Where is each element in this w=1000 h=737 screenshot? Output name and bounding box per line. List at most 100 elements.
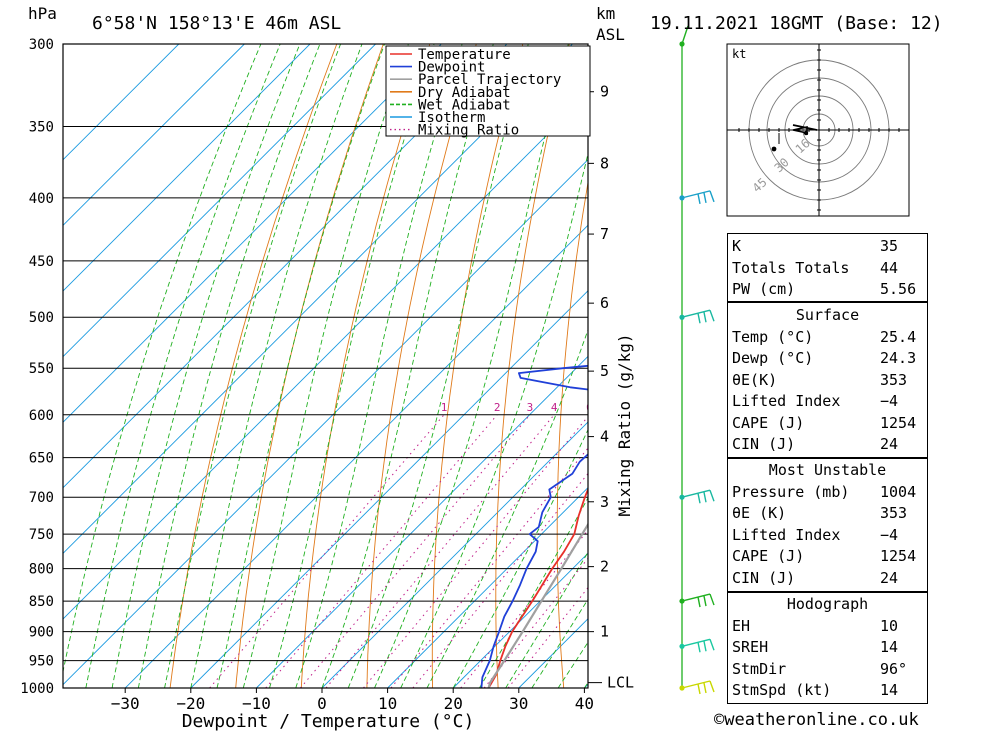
mixing-ratio-line — [363, 415, 588, 688]
indices-basic-box — [727, 233, 928, 302]
pressure-tick-label: 1000 — [20, 681, 54, 697]
index-row: SREH 14 — [728, 637, 927, 659]
index-row: CAPE (J) 1254 — [728, 413, 927, 435]
dry-adiabat-line — [235, 44, 384, 688]
x-axis-label: Dewpoint / Temperature (°C) — [182, 711, 475, 732]
height-tick-label: 2 — [600, 558, 609, 576]
credit-link[interactable]: ©weatheronline.co.uk — [714, 710, 919, 730]
index-label: Temp (°C) — [732, 327, 814, 346]
wind-column — [679, 25, 715, 695]
index-value: 24 — [880, 568, 899, 587]
pressure-tick-label: 400 — [29, 191, 54, 207]
height-tick-label: 9 — [600, 83, 609, 101]
index-value: 35 — [880, 237, 899, 255]
section-title-row: Hodograph — [728, 594, 927, 616]
index-row: Temp (°C) 25.4 — [728, 327, 927, 349]
dry-adiabat-line — [169, 44, 338, 688]
isotherm-line — [63, 44, 376, 358]
isotherm-line — [63, 44, 180, 161]
wet-adiabat-line — [242, 44, 409, 688]
index-label: SREH — [732, 638, 769, 656]
wind-barb — [681, 25, 689, 45]
most-unstable-table: Most Unstable Pressure (mb) 1004 θE (K) 353 L… — [728, 460, 927, 589]
index-label: PW (cm) — [732, 280, 796, 298]
index-label: Pressure (mb) — [732, 482, 850, 501]
wind-barb — [681, 638, 715, 653]
index-value: 96° — [880, 659, 908, 678]
surface-table: Surface Temp (°C) 25.4 Dewp (°C) 24.3 θE(K) 35… — [728, 305, 927, 456]
legend-label: Mixing Ratio — [418, 123, 519, 139]
pressure-unit-label: hPa — [28, 4, 57, 23]
index-label: CIN (J) — [732, 568, 796, 587]
series-temperature — [487, 486, 588, 688]
isotherm-line — [63, 44, 245, 227]
plot-frame — [62, 43, 589, 689]
hodograph-point — [803, 130, 809, 136]
mixing-ratio-label: 20 — [696, 401, 709, 414]
series-dewpoint — [480, 364, 588, 688]
legend-label: Parcel Trajectory — [418, 72, 561, 88]
section-title-row: Most Unstable — [728, 460, 927, 482]
index-value: 44 — [880, 258, 899, 277]
index-label: CAPE (J) — [732, 547, 805, 565]
surface-box — [727, 302, 928, 458]
hodograph-storm-vector — [792, 124, 818, 131]
location-title: 6°58'N 158°13'E 46m ASL — [92, 13, 341, 34]
pressure-tick-label: 350 — [29, 119, 54, 135]
index-label: StmDir — [732, 659, 787, 678]
index-label: K — [732, 237, 742, 255]
index-value: 24.3 — [880, 349, 917, 367]
index-row: Pressure (mb) 1004 — [728, 482, 927, 504]
index-row: EH 10 — [728, 616, 927, 638]
mixing-ratio-label: 16 — [674, 401, 687, 414]
series-parcel-trajectory — [487, 522, 588, 688]
index-row: StmDir 96° — [728, 659, 927, 681]
mixing-ratio-label: 6 — [586, 401, 593, 414]
indices-basic-table: K 35 Totals Totals 44 PW (cm) 5.56 — [728, 236, 927, 301]
legend-label: Dewpoint — [418, 60, 485, 76]
pressure-tick-label: 300 — [29, 37, 54, 53]
mixing-ratio-axis-label: Mixing Ratio (g/kg) — [615, 333, 634, 516]
x-tick-label: 20 — [444, 694, 463, 713]
mixing-ratio-line — [412, 472, 588, 688]
isotherm-line — [124, 224, 588, 688]
pressure-tick-label: 600 — [29, 408, 54, 424]
index-row: Lifted Index −4 — [728, 525, 927, 547]
index-row: Dewp (°C) 24.3 — [728, 348, 927, 370]
x-tick-label: 30 — [509, 694, 528, 713]
x-tick-label: −10 — [242, 694, 271, 713]
index-row: PW (cm) 5.56 — [728, 279, 927, 301]
index-value: 1254 — [880, 547, 917, 565]
index-label: θE(K) — [732, 370, 778, 389]
wind-barb — [681, 680, 715, 695]
isotherm-line — [63, 93, 588, 620]
height-tick-label: 6 — [600, 294, 609, 312]
pressure-tick-label: 500 — [29, 310, 54, 326]
index-label: Lifted Index — [732, 392, 841, 410]
axes: 3003504004505005506006507007508008509009… — [20, 37, 634, 713]
legend-label: Dry Adiabat — [418, 85, 511, 101]
index-row: θE (K) 353 — [728, 503, 927, 525]
isotherm-line — [452, 552, 588, 688]
height-tick-label: 7 — [600, 225, 609, 243]
height-tick-label: 4 — [600, 428, 609, 446]
isotherm-line — [63, 44, 508, 489]
pressure-tick-label: 550 — [29, 361, 54, 377]
pressure-tick-label: 850 — [29, 594, 54, 610]
lcl-label: LCL — [607, 674, 634, 692]
index-value: 1254 — [880, 413, 917, 432]
index-value: 25.4 — [880, 327, 917, 346]
index-label: StmSpd (kt) — [732, 681, 832, 699]
hodograph-params-table: Hodograph EH 10 SREH 14 StmDir 96° StmSpd (kt) 1… — [728, 594, 927, 702]
height-tick-label: 3 — [600, 493, 609, 511]
wet-adiabat-line — [85, 44, 281, 688]
isotherm-line — [321, 421, 588, 688]
isotherm-line — [387, 486, 588, 688]
index-value: 10 — [880, 616, 899, 635]
index-row: K 35 — [728, 236, 927, 258]
index-row: CAPE (J) 1254 — [728, 546, 927, 568]
wet-adiabat-line — [111, 44, 301, 688]
index-row: Totals Totals 44 — [728, 258, 927, 280]
